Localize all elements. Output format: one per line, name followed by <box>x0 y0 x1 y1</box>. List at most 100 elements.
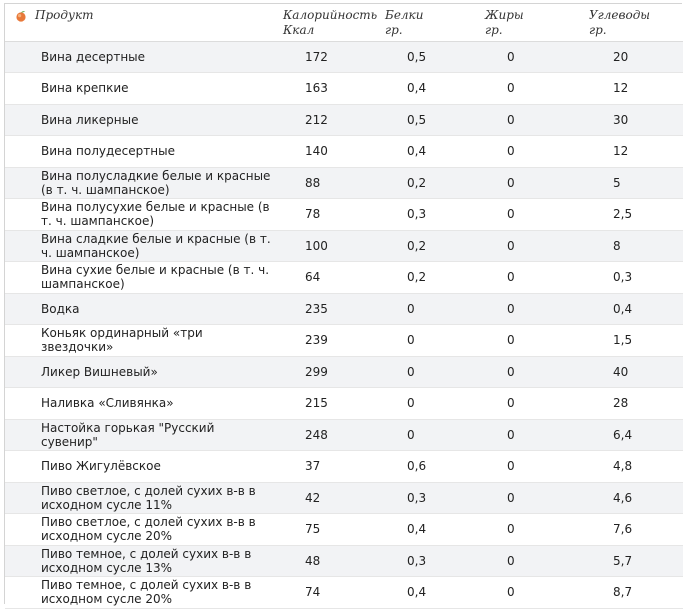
table-row: Водка 235 0 0 0,4 <box>5 293 683 325</box>
cell-kcal: 299 <box>305 364 328 379</box>
column-header-kcal-line2: Ккал <box>283 23 315 37</box>
cell-kcal: 75 <box>305 522 321 537</box>
table-row: Вина десертные 172 0,5 0 20 <box>5 41 683 73</box>
cell-fat: 0 <box>507 81 515 96</box>
cell-product: Пиво темное, с долей сухих в-в в исходно… <box>41 546 252 575</box>
cell-carbs: 12 <box>613 81 629 96</box>
cell-fat: 0 <box>507 459 515 474</box>
table-row: Пиво светлое, с долей сухих в-в в исходн… <box>5 513 683 545</box>
cell-carbs: 4,6 <box>613 490 633 505</box>
cell-carbs: 40 <box>613 364 629 379</box>
cell-fat: 0 <box>507 585 515 600</box>
column-header-product: Продукт <box>5 4 283 41</box>
cell-kcal: 140 <box>305 144 328 159</box>
cell-kcal: 78 <box>305 207 321 222</box>
cell-product: Пиво светлое, с долей сухих в-в в исходн… <box>41 515 256 544</box>
cell-protein: 0,3 <box>407 490 427 505</box>
cell-protein: 0,4 <box>407 522 427 537</box>
cell-product: Настойка горькая "Русский сувенир" <box>41 420 215 449</box>
cell-protein: 0 <box>407 396 415 411</box>
column-header-fat: Жиры гр. <box>485 4 589 41</box>
cell-kcal: 248 <box>305 427 328 442</box>
cell-kcal: 172 <box>305 49 328 64</box>
cell-protein: 0 <box>407 301 415 316</box>
cell-carbs: 0,4 <box>613 301 633 316</box>
table-row: Вина сухие белые и красные (в т. ч. шамп… <box>5 261 683 293</box>
cell-product: Пиво светлое, с долей сухих в-в в исходн… <box>41 483 256 512</box>
cell-carbs: 0,3 <box>613 270 633 285</box>
cell-product: Водка <box>41 301 80 316</box>
cell-kcal: 74 <box>305 585 321 600</box>
table-row: Вина сладкие белые и красные (в т. ч. ша… <box>5 230 683 262</box>
cell-fat: 0 <box>507 238 515 253</box>
cell-protein: 0,5 <box>407 49 427 64</box>
cell-fat: 0 <box>507 333 515 348</box>
nutrition-table-container: Продукт Калорийность Ккал Белки гр. Жиры… <box>4 3 683 608</box>
cell-protein: 0,4 <box>407 585 427 600</box>
table-header: Продукт Калорийность Ккал Белки гр. Жиры… <box>5 4 683 41</box>
cell-protein: 0,3 <box>407 207 427 222</box>
cell-fat: 0 <box>507 144 515 159</box>
cell-kcal: 64 <box>305 270 321 285</box>
cell-kcal: 37 <box>305 459 321 474</box>
cell-protein: 0,6 <box>407 459 427 474</box>
cell-protein: 0 <box>407 333 415 348</box>
column-header-fat-line2: гр. <box>485 23 503 37</box>
cell-protein: 0,3 <box>407 553 427 568</box>
cell-kcal: 42 <box>305 490 321 505</box>
column-header-protein-line2: гр. <box>385 23 403 37</box>
cell-fat: 0 <box>507 522 515 537</box>
cell-product: Ликер Вишневый» <box>41 364 158 379</box>
cell-fat: 0 <box>507 270 515 285</box>
peach-icon <box>16 10 26 22</box>
column-header-protein: Белки гр. <box>385 4 485 41</box>
column-header-fat-line1: Жиры <box>485 8 524 22</box>
cell-carbs: 8 <box>613 238 621 253</box>
cell-kcal: 100 <box>305 238 328 253</box>
cell-product: Пиво Жигулёвское <box>41 459 161 474</box>
cell-product: Вина полусладкие белые и красные (в т. ч… <box>41 168 271 197</box>
cell-fat: 0 <box>507 364 515 379</box>
cell-product: Вина ликерные <box>41 112 139 127</box>
cell-carbs: 30 <box>613 112 629 127</box>
cell-product: Вина полудесертные <box>41 144 175 159</box>
table-row: Вина полудесертные 140 0,4 0 12 <box>5 135 683 167</box>
table-row: Вина ликерные 212 0,5 0 30 <box>5 104 683 136</box>
cell-carbs: 1,5 <box>613 333 633 348</box>
cell-carbs: 12 <box>613 144 629 159</box>
cell-carbs: 2,5 <box>613 207 633 222</box>
column-header-carbs-line2: гр. <box>589 23 607 37</box>
cell-kcal: 235 <box>305 301 328 316</box>
cell-fat: 0 <box>507 112 515 127</box>
cell-fat: 0 <box>507 207 515 222</box>
table-body: Вина десертные 172 0,5 0 20 Вина крепкие 163 0,… <box>5 41 683 608</box>
cell-protein: 0,2 <box>407 270 427 285</box>
table-row: Пиво темное, с долей сухих в-в в исходно… <box>5 576 683 608</box>
cell-product: Пиво темное, с долей сухих в-в в исходно… <box>41 578 252 607</box>
cell-product: Вина сухие белые и красные (в т. ч. шамп… <box>41 263 270 292</box>
cell-kcal: 212 <box>305 112 328 127</box>
column-header-product-label: Продукт <box>35 8 94 22</box>
cell-kcal: 215 <box>305 396 328 411</box>
table-row: Вина крепкие 163 0,4 0 12 <box>5 72 683 104</box>
cell-kcal: 163 <box>305 81 328 96</box>
cell-carbs: 4,8 <box>613 459 633 474</box>
cell-carbs: 5 <box>613 175 621 190</box>
cell-carbs: 8,7 <box>613 585 633 600</box>
cell-carbs: 28 <box>613 396 629 411</box>
cell-kcal: 48 <box>305 553 321 568</box>
cell-carbs: 20 <box>613 49 629 64</box>
cell-fat: 0 <box>507 427 515 442</box>
cell-product: Вина полусухие белые и красные (в т. ч. … <box>41 200 270 229</box>
header-row: Продукт Калорийность Ккал Белки гр. Жиры… <box>5 4 683 41</box>
cell-protein: 0,4 <box>407 144 427 159</box>
table-row: Пиво светлое, с долей сухих в-в в исходн… <box>5 482 683 514</box>
cell-product: Наливка «Сливянка» <box>41 396 174 411</box>
cell-protein: 0,2 <box>407 175 427 190</box>
cell-protein: 0,5 <box>407 112 427 127</box>
cell-kcal: 88 <box>305 175 321 190</box>
column-header-kcal: Калорийность Ккал <box>283 4 385 41</box>
cell-product: Вина крепкие <box>41 81 129 96</box>
table-row: Наливка «Сливянка» 215 0 0 28 <box>5 387 683 419</box>
cell-fat: 0 <box>507 553 515 568</box>
